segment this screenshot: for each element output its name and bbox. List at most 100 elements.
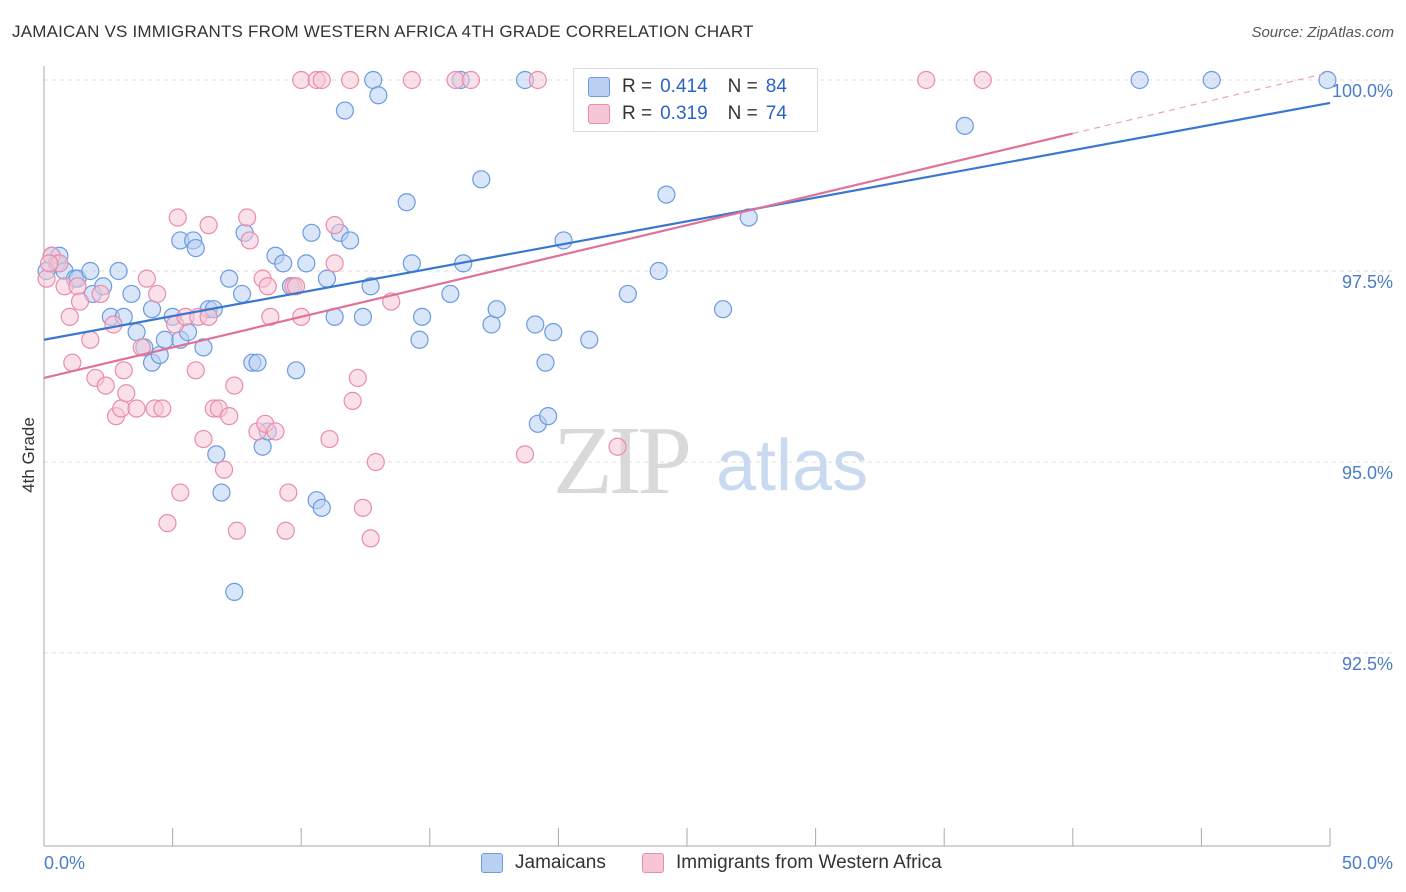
- data-point: [461, 70, 481, 90]
- data-point: [402, 70, 421, 90]
- data-point: [340, 231, 360, 250]
- data-point: [266, 422, 285, 441]
- r-value: 0.319: [660, 103, 708, 124]
- data-point: [70, 292, 90, 311]
- data-point: [153, 399, 172, 418]
- data-point: [361, 529, 380, 548]
- legend-label-jamaicans: Jamaicans: [515, 852, 606, 873]
- data-point: [1202, 70, 1221, 90]
- data-point: [1130, 70, 1149, 90]
- trend-line-immigrants-extension: [1072, 71, 1331, 135]
- y-tick-label: 97.5%: [1342, 272, 1393, 292]
- data-point: [232, 284, 252, 304]
- data-point: [253, 437, 272, 456]
- legend-row-jamaicans: R = 0.414 N = 84: [588, 75, 787, 99]
- r-label: R =: [622, 76, 653, 97]
- data-point: [286, 277, 306, 296]
- legend-swatch-immigrants: [588, 104, 610, 124]
- y-axis-label: 4th Grade: [19, 417, 38, 493]
- data-point: [132, 338, 151, 357]
- data-point: [348, 368, 367, 388]
- x-ticks: [172, 828, 1331, 846]
- data-point: [353, 498, 373, 517]
- data-point: [112, 399, 131, 418]
- data-point: [580, 330, 599, 349]
- legend-swatch-jamaicans: [588, 77, 610, 97]
- data-point: [60, 307, 79, 326]
- data-point: [539, 407, 558, 426]
- trend-line-immigrants: [43, 132, 1074, 380]
- data-point: [194, 338, 213, 357]
- data-point: [227, 521, 246, 540]
- data-point: [220, 269, 239, 288]
- data-point: [441, 284, 460, 304]
- data-point: [158, 514, 177, 533]
- data-point: [536, 353, 555, 372]
- data-point: [320, 429, 339, 449]
- data-point: [292, 70, 311, 90]
- watermark-zip: ZIP: [553, 407, 688, 515]
- data-point: [657, 185, 676, 204]
- data-point: [225, 582, 244, 601]
- data-point: [214, 460, 234, 479]
- data-point: [220, 407, 239, 426]
- data-point: [142, 300, 162, 319]
- series-jamaicans: [37, 70, 1337, 601]
- data-point: [258, 277, 277, 296]
- data-point: [317, 269, 337, 288]
- n-label: N =: [727, 76, 758, 97]
- data-point: [155, 330, 174, 349]
- data-point: [63, 353, 82, 372]
- series-legend: Jamaicans Immigrants from Western Africa: [0, 852, 1406, 878]
- data-point: [68, 277, 87, 296]
- trend-lines: [43, 71, 1331, 380]
- r-label: R =: [622, 103, 653, 124]
- n-label: N =: [727, 103, 758, 124]
- y-tick-label: 92.5%: [1342, 654, 1393, 674]
- data-point: [276, 521, 295, 540]
- data-point: [297, 254, 316, 273]
- data-point: [109, 261, 128, 281]
- legend-label-immigrants: Immigrants from Western Africa: [676, 852, 942, 873]
- data-point: [446, 70, 465, 90]
- data-point: [335, 101, 355, 120]
- data-point: [312, 70, 331, 90]
- data-point: [340, 70, 360, 90]
- data-point: [274, 254, 293, 273]
- data-point: [91, 284, 110, 304]
- data-point: [117, 384, 136, 403]
- data-point: [127, 399, 146, 418]
- data-point: [96, 376, 115, 395]
- data-point: [544, 323, 563, 342]
- data-point: [207, 445, 226, 464]
- y-tick-labels: 100.0% 97.5% 95.0% 92.5%: [1332, 81, 1393, 674]
- data-point: [286, 361, 306, 380]
- data-point: [127, 323, 146, 342]
- data-point: [325, 254, 344, 273]
- data-point: [186, 361, 205, 380]
- data-point: [238, 208, 257, 227]
- data-point: [366, 452, 385, 472]
- data-point: [104, 315, 123, 334]
- x-tick-label-max: 50.0%: [1342, 853, 1393, 873]
- data-point: [618, 284, 637, 304]
- n-value: 84: [765, 76, 787, 97]
- x-tick-label-min: 0.0%: [44, 853, 85, 873]
- y-tick-label: 100.0%: [1332, 81, 1393, 101]
- data-point: [515, 445, 535, 464]
- data-point: [361, 277, 380, 296]
- data-point: [353, 307, 373, 326]
- data-point: [608, 437, 627, 456]
- n-value: 74: [765, 103, 787, 124]
- legend-item-jamaicans: Jamaicans: [481, 852, 606, 874]
- r-value: 0.414: [660, 76, 708, 97]
- data-point: [212, 483, 231, 502]
- data-point: [713, 300, 733, 319]
- data-point: [343, 391, 362, 410]
- data-point: [1318, 70, 1337, 90]
- series-immigrants-western-africa: [37, 70, 992, 548]
- source-label: Source: ZipAtlas.com: [1251, 24, 1394, 41]
- legend-swatch-immigrants: [642, 853, 664, 873]
- data-point: [137, 269, 156, 288]
- data-point: [194, 429, 213, 449]
